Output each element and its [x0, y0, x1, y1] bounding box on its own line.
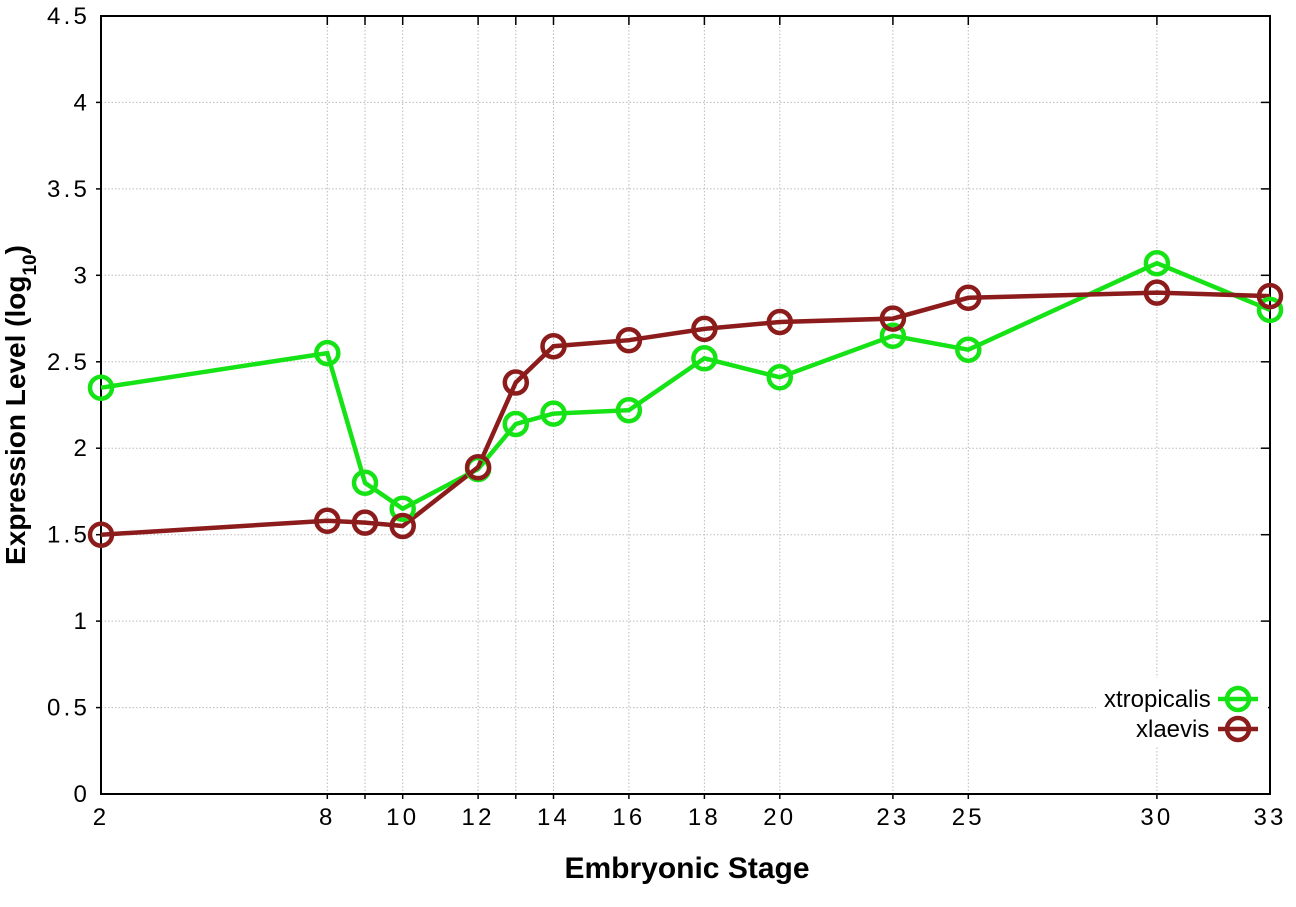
- svg-text:14: 14: [537, 804, 570, 831]
- svg-text:8: 8: [319, 804, 336, 831]
- svg-text:xtropicalis: xtropicalis: [1104, 686, 1211, 713]
- svg-text:4: 4: [73, 89, 90, 116]
- svg-text:25: 25: [952, 804, 985, 831]
- svg-text:3.5: 3.5: [47, 176, 90, 203]
- svg-text:18: 18: [688, 804, 721, 831]
- svg-text:12: 12: [462, 804, 495, 831]
- svg-text:Expression Level (log10): Expression Level (log10): [0, 245, 41, 565]
- svg-text:23: 23: [876, 804, 909, 831]
- svg-text:1.5: 1.5: [47, 522, 90, 549]
- svg-text:16: 16: [612, 804, 645, 831]
- svg-text:2: 2: [73, 435, 90, 462]
- svg-text:1: 1: [73, 608, 90, 635]
- svg-text:4.5: 4.5: [47, 3, 90, 30]
- svg-text:20: 20: [763, 804, 796, 831]
- svg-text:2.5: 2.5: [47, 349, 90, 376]
- svg-text:2: 2: [93, 804, 110, 831]
- svg-text:30: 30: [1140, 804, 1173, 831]
- svg-text:33: 33: [1253, 804, 1286, 831]
- svg-text:0.5: 0.5: [47, 695, 90, 722]
- svg-text:3: 3: [73, 262, 90, 289]
- svg-text:Embryonic Stage: Embryonic Stage: [564, 852, 809, 885]
- svg-text:xlaevis: xlaevis: [1136, 716, 1209, 743]
- svg-text:10: 10: [386, 804, 419, 831]
- svg-text:0: 0: [73, 781, 90, 808]
